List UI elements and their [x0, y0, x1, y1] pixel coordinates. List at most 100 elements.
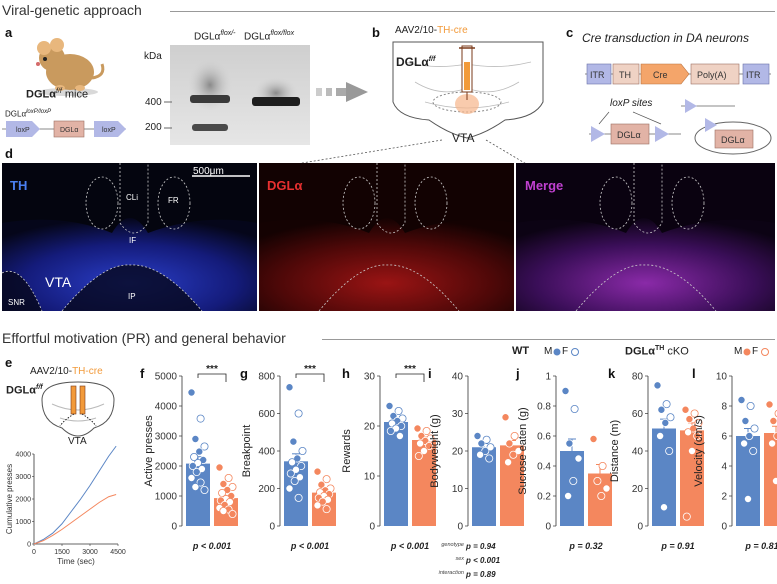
bar-wt	[560, 451, 584, 526]
y-tick-label: 30	[364, 372, 376, 383]
chart-rewards: 0 10 20 30 Rewards *** p < 0.001	[341, 364, 436, 551]
region-cli: CLi	[126, 193, 139, 202]
chart-bodyweight: 0 10 20 30 40 Bodyweight (g) genotype p = 0.94s…	[429, 372, 524, 579]
significance-bracket	[197, 373, 227, 382]
genotype-label-e: DGLαf/f	[6, 384, 43, 397]
panel-letter-k: k	[608, 366, 616, 381]
gel-lane1-label: DGLαflox/-	[194, 30, 236, 43]
data-point-ko	[414, 452, 423, 461]
y-axis-label: Distance (m)	[609, 420, 621, 482]
legend-wt-female-marker	[571, 348, 579, 356]
y-tick-label: 0	[269, 522, 275, 533]
y-tick-label: 0	[545, 522, 551, 533]
data-point-ko	[215, 463, 224, 472]
data-point-wt	[285, 383, 294, 392]
data-point-wt	[290, 477, 299, 486]
significance-bracket	[395, 373, 425, 382]
y-tick-label: 400	[258, 447, 275, 458]
panel-letter-e: e	[5, 355, 13, 370]
panel-letter-j: j	[516, 366, 520, 381]
legend-wt-markers	[553, 348, 561, 356]
chart-sucrose: 0 0.2 0.4 0.6 0.8 1 Sucrose eaten (g) p = 0.32	[517, 372, 612, 551]
data-point-wt	[653, 381, 662, 390]
data-point-wt	[298, 447, 307, 456]
data-point-wt	[196, 414, 205, 423]
data-point-wt	[662, 400, 671, 409]
stat-p-value: p = 0.89	[465, 570, 496, 579]
legend-wt-male: M	[544, 346, 553, 357]
data-point-ko	[685, 415, 694, 424]
legend-ko-female-marker	[761, 348, 769, 356]
data-point-wt	[195, 447, 204, 456]
data-point-wt	[386, 427, 395, 436]
data-point-ko	[224, 474, 233, 483]
data-point-wt	[749, 447, 758, 456]
y-tick-label: 1000	[15, 519, 31, 526]
y-tick-label: 0.6	[537, 432, 551, 443]
chart-active-presses: 0 1000 2000 3000 4000 5000 Active presses *** p …	[143, 364, 238, 551]
chart-breakpoint: 0 200 400 600 800 Breakpoint *** p < 0.001	[241, 364, 336, 551]
data-point-ko	[322, 505, 331, 514]
chart-cumulative-presses: 0 1000 2000 3000 4000 0 1500 3000 4500 Time (sec)…	[5, 445, 126, 566]
data-point-wt	[289, 437, 298, 446]
dgla-excised: DGLα	[721, 135, 745, 145]
bar-wt	[384, 422, 408, 526]
vta-label-b: VTA	[452, 131, 475, 145]
data-point-wt	[657, 405, 666, 414]
dgla-element: DGLα	[60, 127, 78, 134]
y-tick-label: 0	[637, 522, 643, 533]
channel-label-th: TH	[10, 178, 28, 193]
gel-lane2-label: DGLαflox/flox	[244, 30, 295, 43]
y-tick-label: 0.2	[537, 492, 551, 503]
data-point-wt	[569, 477, 578, 486]
cre-element: Cre	[653, 70, 668, 80]
p-value-label: p < 0.001	[192, 541, 231, 551]
x-tick-label: 0	[32, 549, 36, 556]
data-point-wt	[196, 478, 205, 487]
significance-stars: ***	[206, 364, 218, 375]
data-point-wt	[656, 432, 665, 441]
dgla-gene: DGLα	[617, 130, 641, 140]
data-point-wt	[666, 413, 675, 422]
data-point-wt	[750, 424, 759, 433]
data-point-wt	[741, 417, 750, 426]
data-point-ko	[422, 427, 431, 436]
data-point-wt	[565, 439, 574, 448]
scale-bar-label: 500μm	[193, 166, 224, 177]
data-point-wt	[200, 486, 209, 495]
series-line-0	[33, 445, 117, 545]
data-point-wt	[740, 439, 749, 448]
significance-stars: ***	[304, 364, 316, 375]
data-point-ko	[589, 435, 598, 444]
y-tick-label: 6	[721, 432, 727, 443]
region-vta: VTA	[45, 274, 72, 290]
region-if: IF	[129, 236, 137, 245]
data-point-ko	[501, 413, 510, 422]
stat-p-value: p = 0.94	[465, 542, 496, 551]
y-tick-label: 30	[452, 409, 464, 420]
data-point-wt	[746, 402, 755, 411]
y-tick-label: 1	[545, 372, 551, 383]
y-tick-label: 0	[171, 522, 177, 533]
y-axis-label: Sucrose eaten (g)	[517, 407, 529, 494]
data-point-ko	[416, 439, 425, 448]
panel-letter-g: g	[240, 366, 248, 381]
x-axis-label: Time (sec)	[57, 557, 95, 566]
data-point-wt	[473, 432, 482, 441]
chart-velocity: 0 2 4 6 8 10 Velocity (cm/s) p = 0.81	[693, 372, 777, 551]
stat-factor-label: genotype	[441, 542, 464, 548]
loxp-element: loxP	[16, 127, 30, 134]
zoom-lines	[289, 139, 529, 166]
data-point-ko	[598, 462, 607, 471]
data-point-wt	[187, 474, 196, 483]
data-point-ko	[682, 512, 691, 521]
loxp-sites-label: loxP sites	[610, 98, 653, 109]
data-point-ko	[690, 409, 699, 418]
data-point-ko	[322, 475, 331, 484]
stat-p-value: p < 0.001	[465, 556, 501, 565]
y-tick-label: 20	[632, 484, 644, 495]
data-point-ko	[773, 432, 777, 440]
data-point-wt	[661, 418, 670, 427]
y-axis-label: Bodyweight (g)	[429, 414, 441, 487]
p-value-label: p < 0.001	[390, 541, 429, 551]
